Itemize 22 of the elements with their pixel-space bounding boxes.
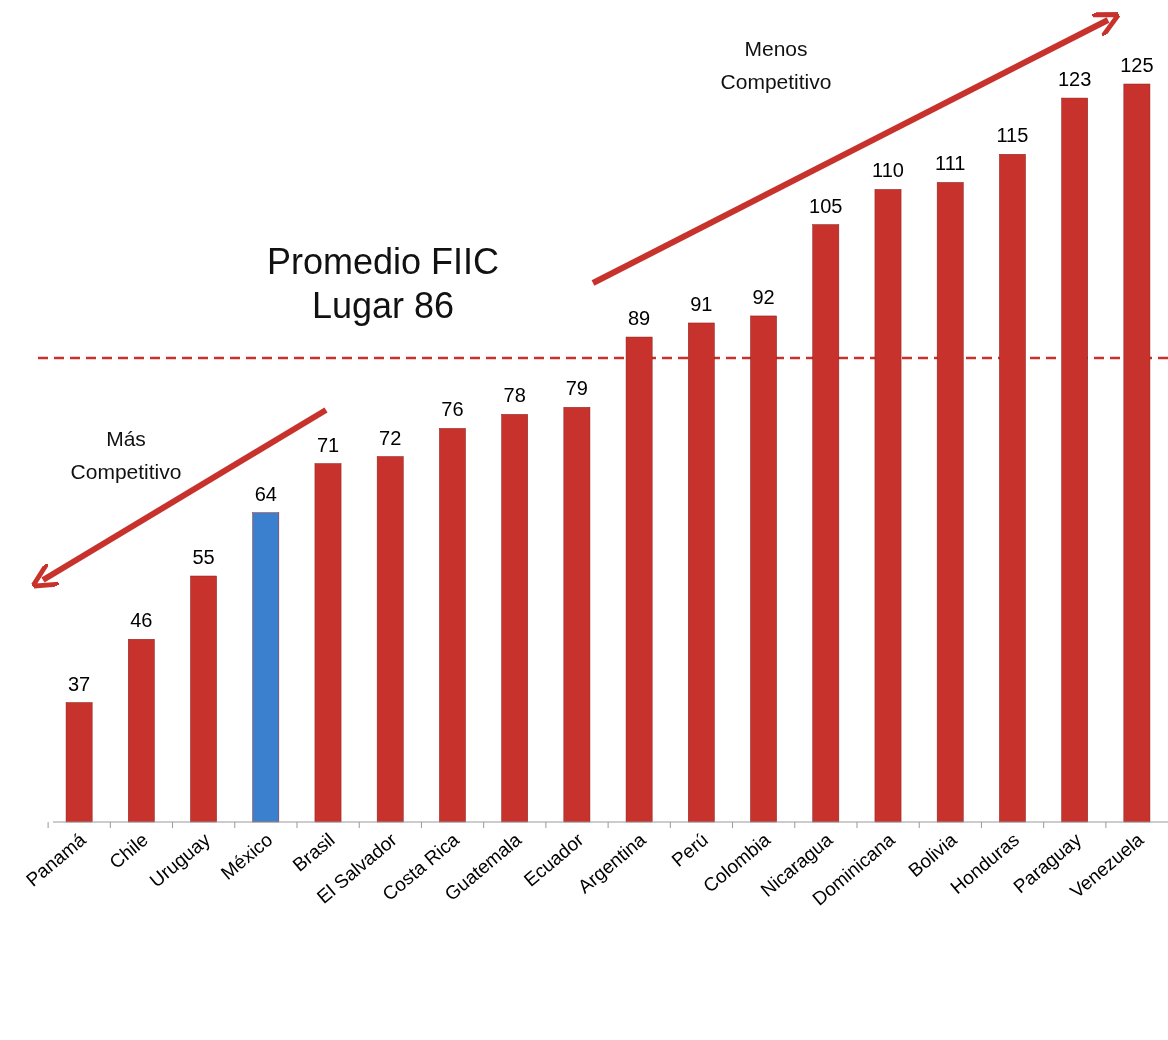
data-label: 37 <box>67 672 91 695</box>
ref-line-label: Promedio FIIC Lugar 86 <box>266 241 500 326</box>
data-label: 105 <box>809 194 843 217</box>
data-label: 46 <box>130 609 153 632</box>
x-tick-label: Chile <box>105 828 152 873</box>
data-label: 89 <box>627 307 651 330</box>
data-label: 125 <box>1120 54 1154 76</box>
data-label: 72 <box>379 426 402 449</box>
data-label: 64 <box>254 482 277 505</box>
data-label: 55 <box>192 546 215 568</box>
data-label: 76 <box>441 398 464 421</box>
data-label: 110 <box>872 159 904 182</box>
data-label: 123 <box>1057 68 1092 91</box>
data-label: 91 <box>690 292 713 315</box>
data-label: 79 <box>565 377 589 400</box>
data-label: 71 <box>316 433 340 456</box>
annotation: Más Competitivo <box>70 427 182 483</box>
data-label: 78 <box>503 384 526 407</box>
data-label: 115 <box>996 124 1029 147</box>
data-label: 111 <box>935 152 966 175</box>
data-label: 92 <box>752 285 775 308</box>
annotation: Menos Competitivo <box>720 37 832 93</box>
